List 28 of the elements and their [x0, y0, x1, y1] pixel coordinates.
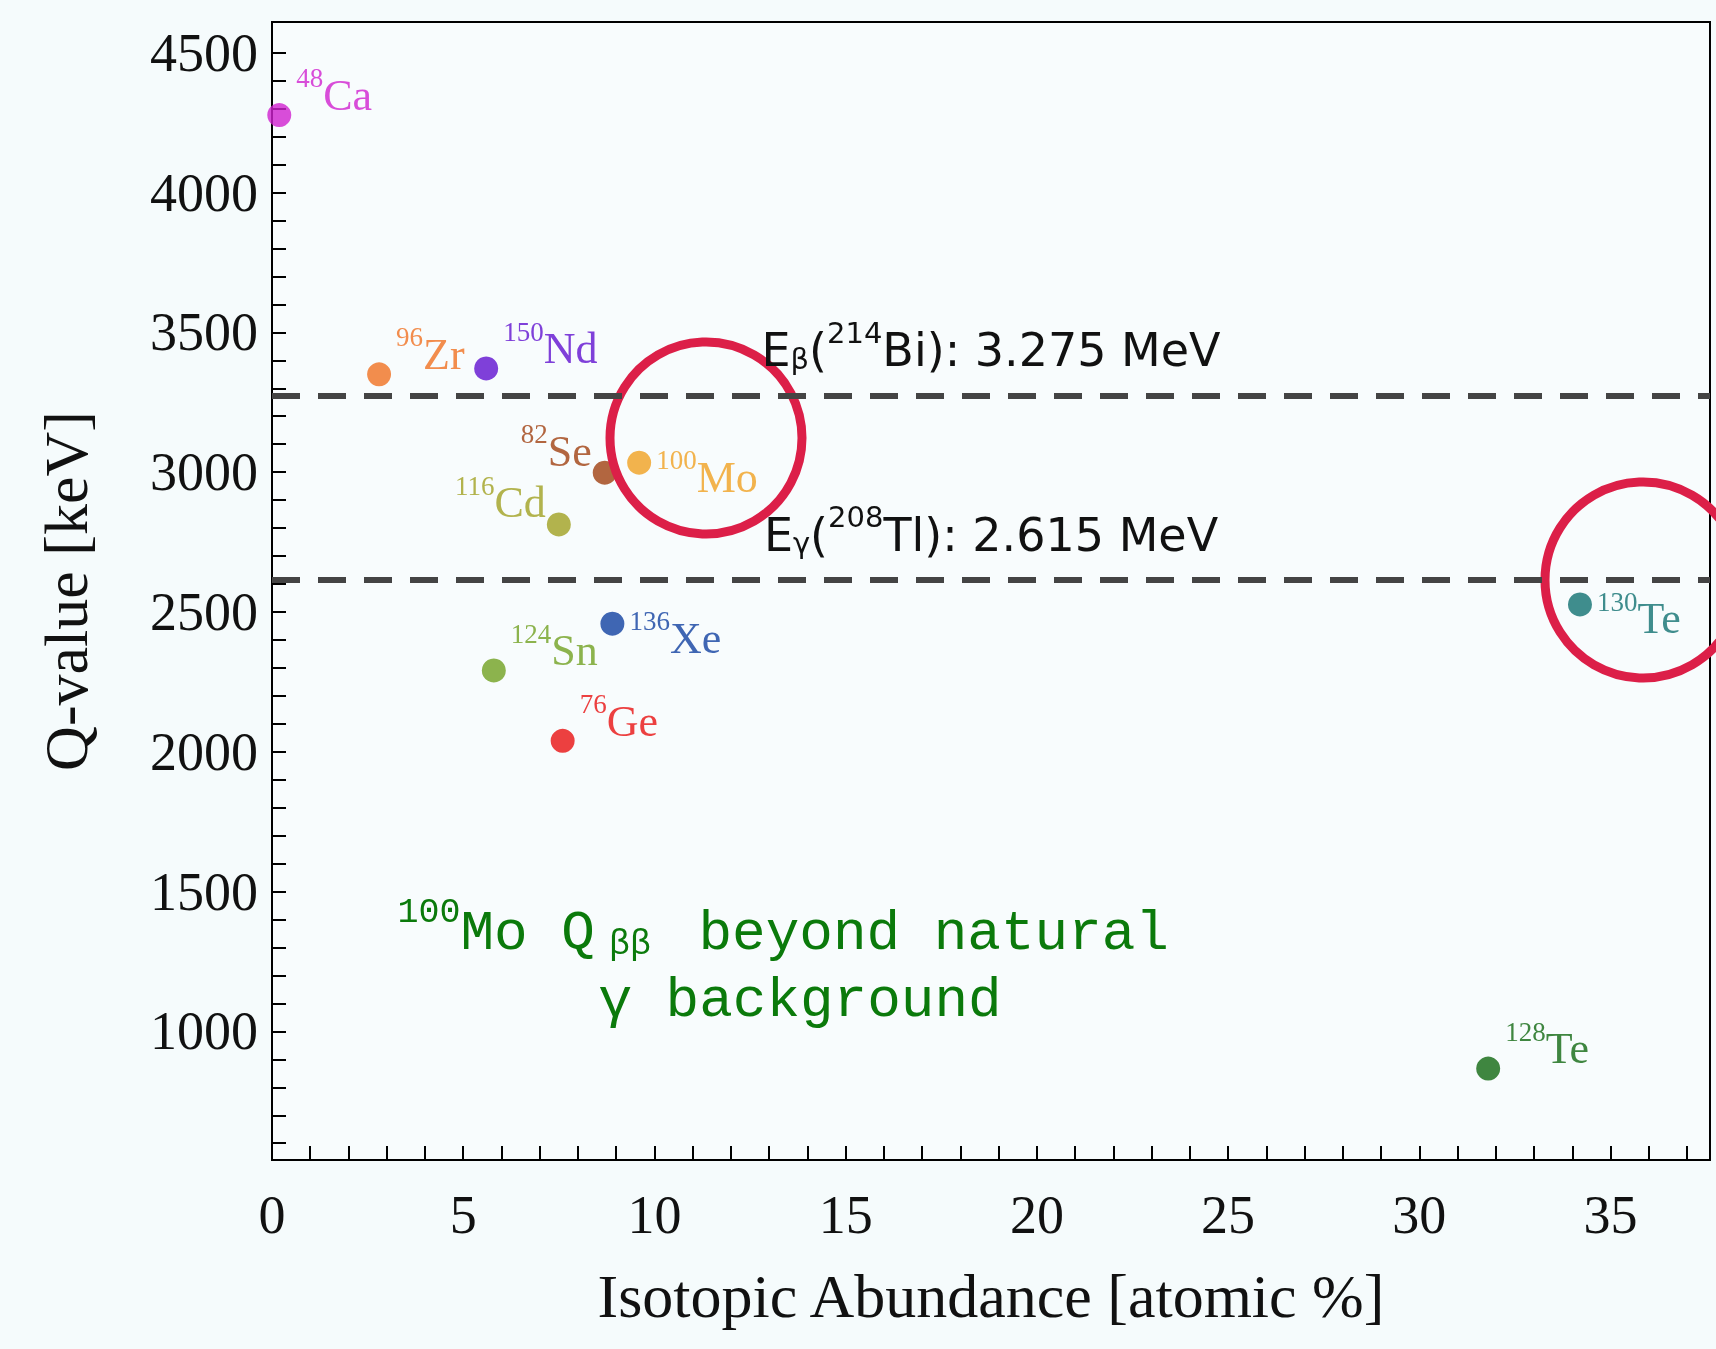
y-tick-label: 4000	[150, 162, 258, 223]
y-axis-title: Q-value [keV]	[32, 411, 100, 771]
y-tick-label: 3500	[150, 302, 258, 363]
y-tick-label: 2500	[150, 581, 258, 642]
x-tick-label: 30	[1392, 1185, 1447, 1245]
x-tick-label: 25	[1201, 1185, 1256, 1245]
x-tick-label: 15	[818, 1185, 873, 1245]
point	[474, 356, 499, 381]
y-tick-label: 1000	[150, 1001, 258, 1062]
y-tick-label: 4500	[150, 22, 258, 83]
point	[367, 362, 392, 387]
y-tick-label: 1500	[150, 861, 258, 922]
x-tick-label: 5	[449, 1185, 477, 1245]
point	[1567, 592, 1592, 617]
point	[627, 450, 652, 475]
y-tick-label: 3000	[150, 442, 258, 503]
point	[267, 103, 292, 128]
point	[546, 512, 571, 537]
y-tick-label: 2000	[150, 721, 258, 782]
x-tick-label: 0	[258, 1185, 286, 1245]
x-tick-label: 35	[1583, 1185, 1638, 1245]
point	[1476, 1056, 1501, 1081]
point	[481, 658, 506, 683]
point	[600, 611, 625, 636]
x-axis-title: Isotopic Abundance [atomic %]	[597, 1262, 1385, 1330]
x-tick-label: 10	[627, 1185, 682, 1245]
x-tick-label: 20	[1009, 1185, 1064, 1245]
point	[550, 728, 575, 753]
